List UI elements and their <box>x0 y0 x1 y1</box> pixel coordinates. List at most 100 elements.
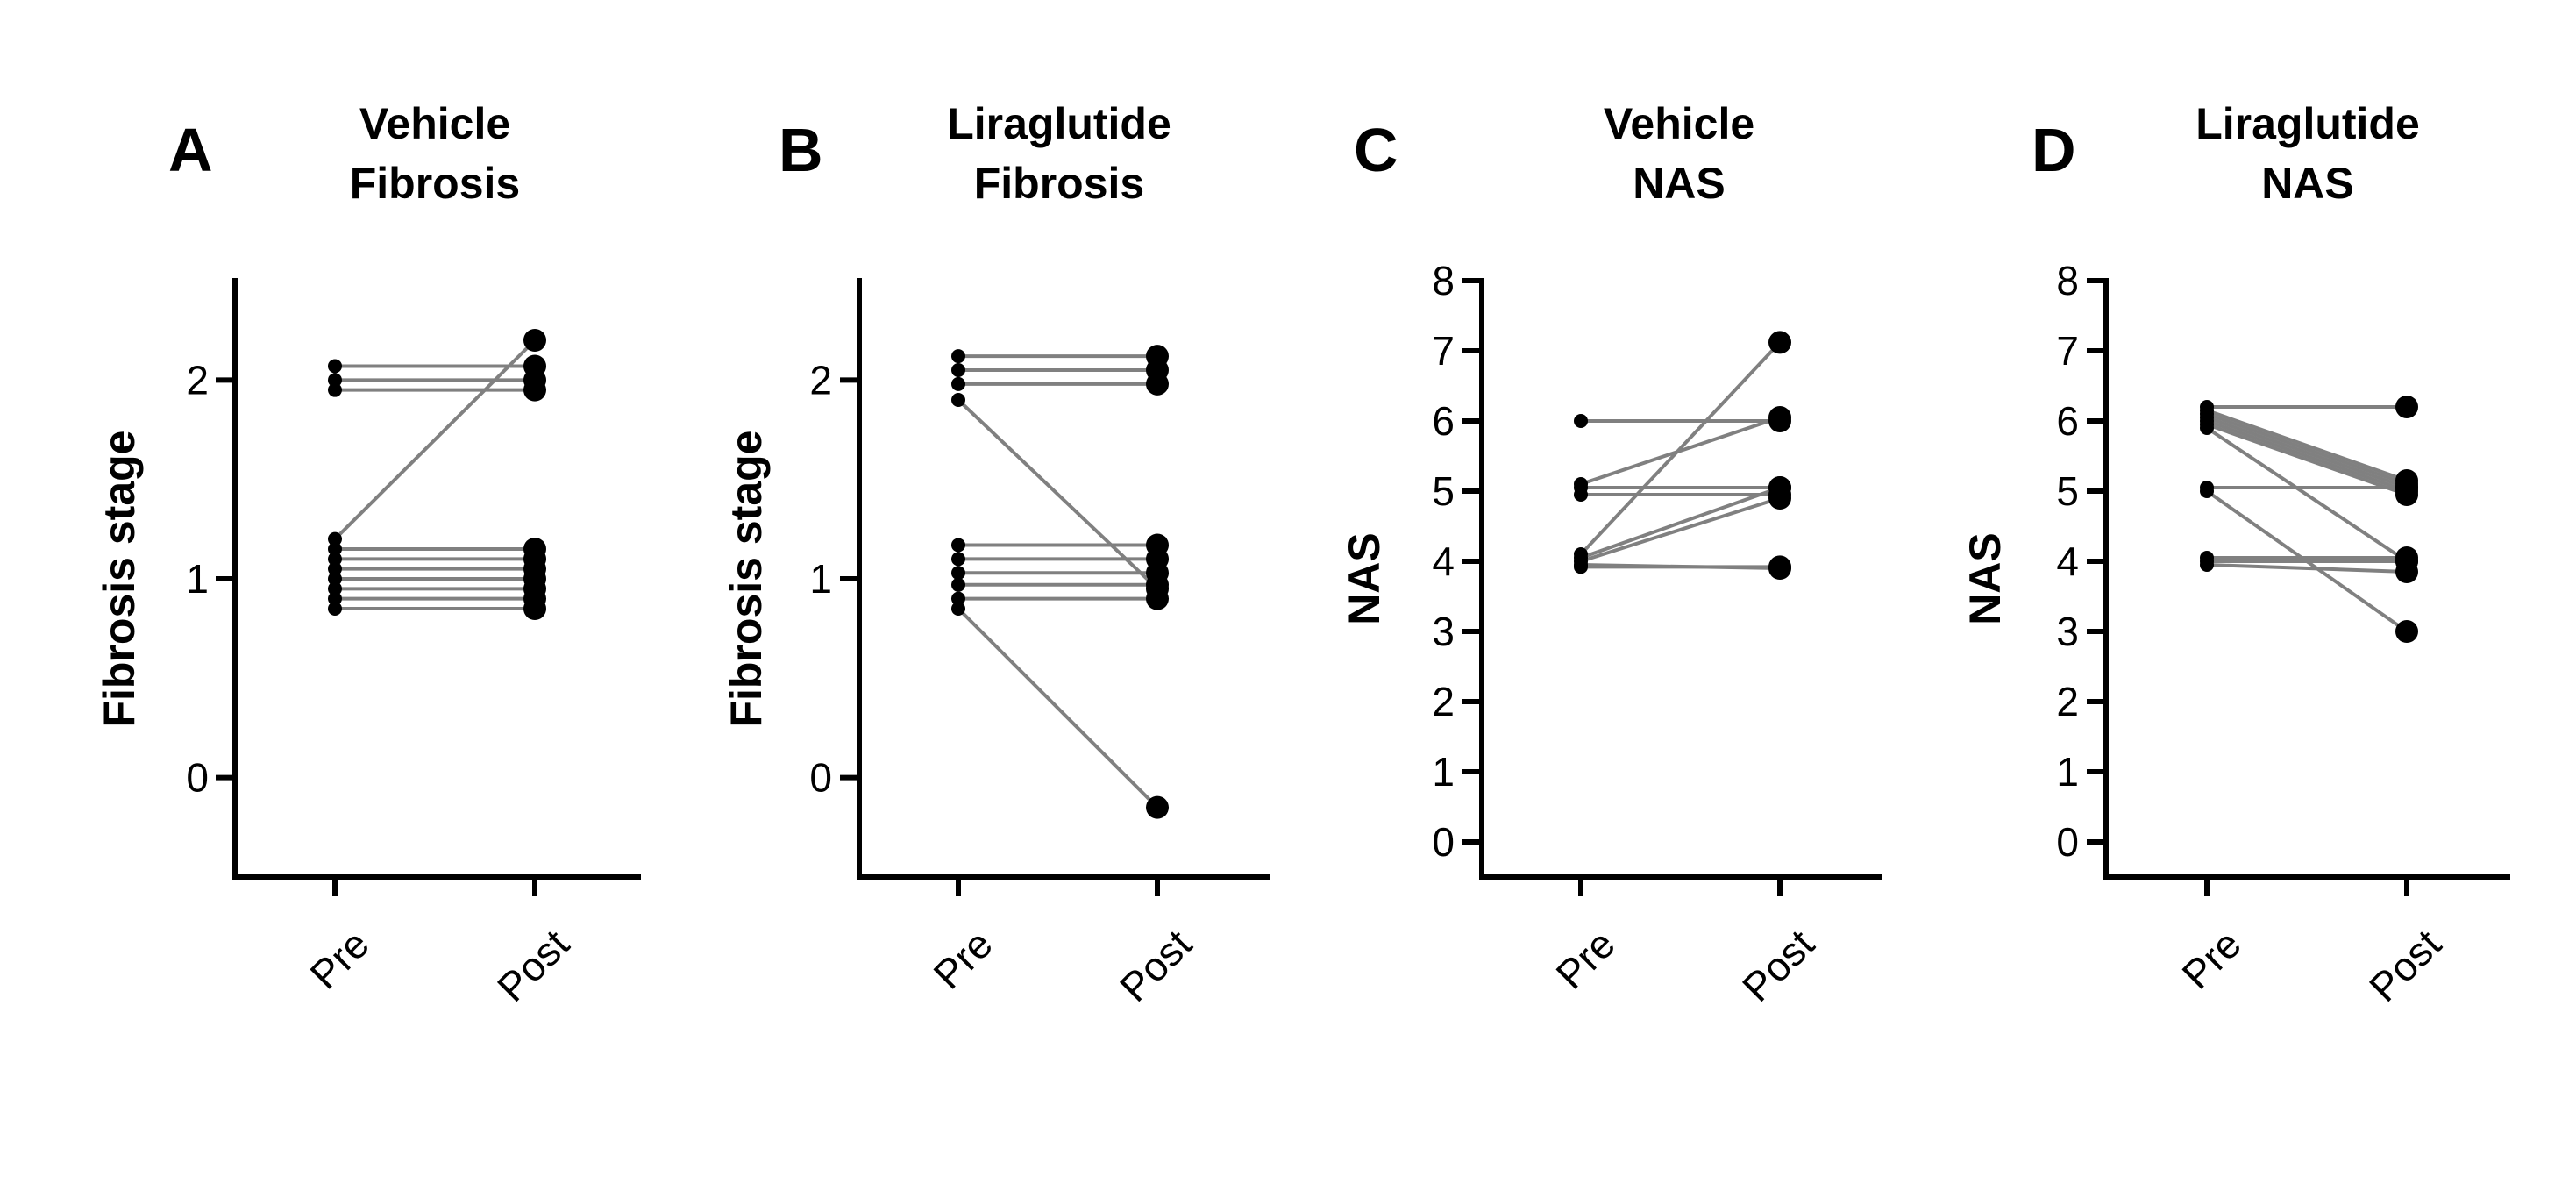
y-tick-label: 0 <box>809 755 832 801</box>
y-tick-label: 7 <box>1432 328 1455 374</box>
chart-panel-b: B Liraglutide Fibrosis Fibrosis stage 0 1 2 Pre… <box>722 99 1270 1010</box>
post-point <box>2395 396 2418 418</box>
y-tick-label: 6 <box>1432 398 1455 444</box>
y-tick-label: 0 <box>2056 819 2079 865</box>
y-tick-label: 8 <box>2056 258 2079 303</box>
pre-point <box>328 591 342 606</box>
pair-line <box>2206 416 2408 489</box>
pre-point <box>951 538 965 553</box>
y-tick-label: 1 <box>1432 749 1455 795</box>
pair-line <box>2206 412 2408 486</box>
y-tick-label: 2 <box>186 357 209 403</box>
pre-point <box>951 566 965 581</box>
pair-line <box>1580 496 1781 563</box>
pair-line <box>2206 423 2408 496</box>
post-point <box>2395 620 2418 643</box>
pre-point <box>951 376 965 391</box>
y-tick-label: 3 <box>2056 609 2079 654</box>
y-tick-label: 2 <box>2056 679 2079 724</box>
post-point <box>2395 560 2418 583</box>
pre-point <box>1574 560 1588 574</box>
y-tick-label: 1 <box>186 556 209 602</box>
pre-point <box>328 382 342 397</box>
panel-letter: D <box>2032 116 2076 184</box>
post-point <box>2395 476 2418 499</box>
chart-title-line: Vehicle <box>1604 99 1754 148</box>
chart-title-line: Vehicle <box>359 99 510 148</box>
chart-title-line: Liraglutide <box>947 99 1171 148</box>
chart-title-line: Fibrosis <box>974 159 1144 208</box>
panel-letter: A <box>168 116 213 184</box>
panel-letter: C <box>1354 116 1398 184</box>
post-point <box>1768 555 1791 579</box>
y-tick-label: 2 <box>1432 679 1455 724</box>
chart-title-line: Liraglutide <box>2195 99 2420 148</box>
y-tick-label: 0 <box>1432 819 1455 865</box>
pair-line <box>2206 409 2408 482</box>
x-category-label-post: Post <box>1733 921 1823 1010</box>
pair-line <box>1579 341 1782 556</box>
x-category-label-post: Post <box>1111 921 1200 1010</box>
post-point <box>1768 406 1791 429</box>
y-tick-label: 4 <box>2056 538 2079 584</box>
pre-point <box>951 591 965 606</box>
pre-point <box>328 561 342 576</box>
y-tick-label: 4 <box>1432 538 1455 584</box>
post-point <box>1768 487 1791 510</box>
y-axis-label: Fibrosis stage <box>95 431 144 728</box>
pre-point <box>328 359 342 374</box>
post-point <box>1146 372 1169 396</box>
x-category-label-pre: Pre <box>1547 921 1623 997</box>
y-tick-label: 1 <box>2056 749 2079 795</box>
pre-point <box>328 602 342 616</box>
pair-line <box>2206 563 2408 574</box>
pre-point <box>328 373 342 388</box>
pre-point <box>951 349 965 364</box>
pre-point <box>2200 558 2214 572</box>
chart-title-line: NAS <box>2261 159 2354 208</box>
y-axis-label: Fibrosis stage <box>722 431 771 728</box>
pair-line <box>1580 486 1781 560</box>
pre-point <box>951 363 965 377</box>
pre-point <box>328 542 342 556</box>
pre-point <box>951 552 965 567</box>
x-category-label-post: Post <box>2360 921 2450 1010</box>
post-point <box>1146 587 1169 610</box>
pre-point <box>328 531 342 546</box>
pre-point <box>328 581 342 596</box>
y-tick-label: 7 <box>2056 328 2079 374</box>
panel-letter: B <box>779 116 823 184</box>
pre-point <box>2200 484 2214 498</box>
chart-title-line: Fibrosis <box>350 159 520 208</box>
pre-point <box>328 572 342 586</box>
pre-point <box>1574 488 1588 502</box>
chart-title-line: NAS <box>1633 159 1726 208</box>
pair-line <box>333 339 537 541</box>
y-tick-label: 2 <box>809 357 832 403</box>
chart-panel-d: D Liraglutide NAS NAS 0 1 2 3 4 5 6 7 8 Pre Post <box>1960 99 2510 1010</box>
post-point <box>523 329 546 352</box>
y-tick-label: 5 <box>2056 468 2079 514</box>
x-category-label-pre: Pre <box>301 921 377 997</box>
post-point <box>523 597 546 620</box>
chart-panels: A Vehicle Fibrosis Fibrosis stage 0 1 2 Pre Post… <box>95 99 2510 1010</box>
y-tick-label: 6 <box>2056 398 2079 444</box>
pre-point <box>951 393 965 407</box>
pair-line <box>2206 419 2408 493</box>
y-tick-label: 8 <box>1432 258 1455 303</box>
post-point <box>1768 331 1791 354</box>
post-point <box>1146 795 1169 819</box>
pair-line <box>957 607 1159 809</box>
chart-panel-c: C Vehicle NAS NAS 0 1 2 3 4 5 6 7 8 Pre Post <box>1340 99 1882 1010</box>
y-tick-label: 3 <box>1432 609 1455 654</box>
pre-point <box>951 577 965 592</box>
pre-point <box>328 552 342 567</box>
x-category-label-post: Post <box>488 921 578 1010</box>
x-category-label-pre: Pre <box>2173 921 2249 997</box>
pre-point <box>2200 421 2214 435</box>
y-tick-label: 5 <box>1432 468 1455 514</box>
y-axis-label: NAS <box>1340 532 1389 625</box>
pre-point <box>1574 414 1588 428</box>
y-axis-label: NAS <box>1960 532 2010 625</box>
